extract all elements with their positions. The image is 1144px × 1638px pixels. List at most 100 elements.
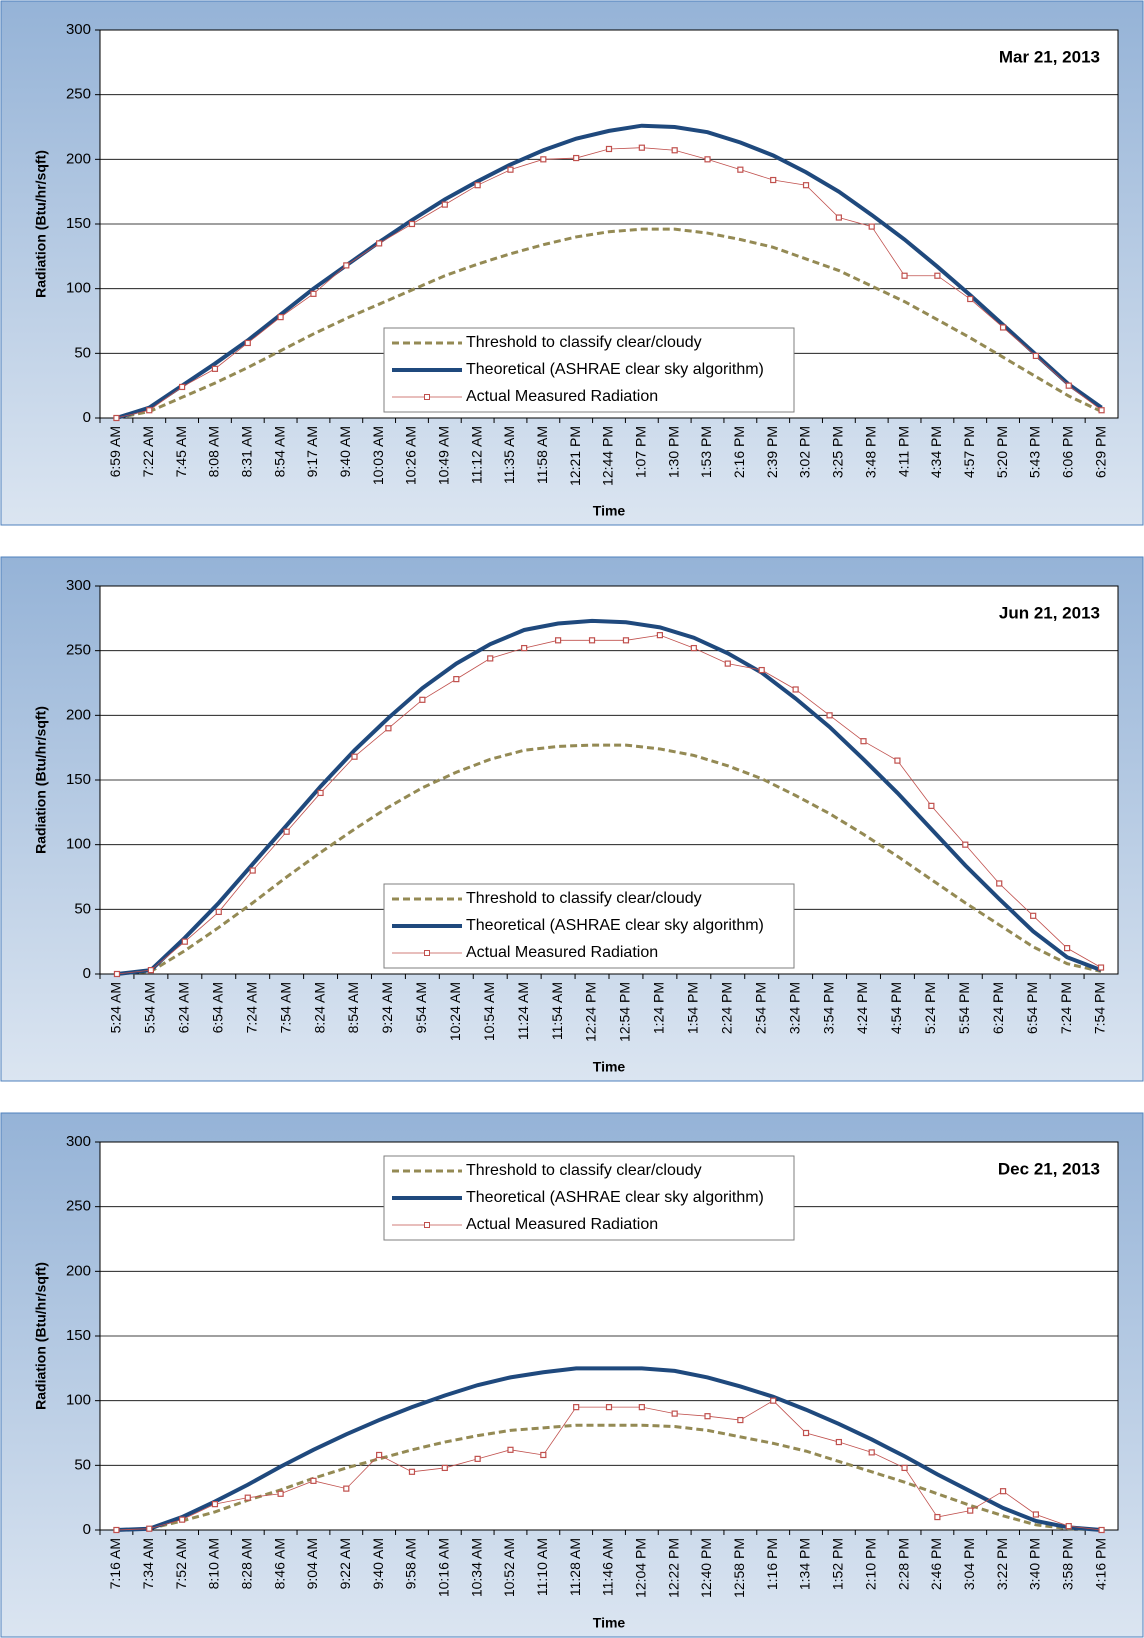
data-point	[310, 290, 317, 297]
data-point	[901, 272, 908, 279]
x-tick-label: 9:17 AM	[304, 426, 320, 477]
data-point	[928, 802, 935, 809]
x-tick-label: 10:54 AM	[481, 982, 497, 1041]
data-point	[656, 632, 664, 639]
x-tick-label: 2:46 PM	[928, 1538, 944, 1590]
data-point	[967, 1507, 974, 1514]
data-point	[573, 1404, 580, 1411]
data-point	[540, 1451, 547, 1459]
data-point	[343, 1485, 350, 1492]
x-tick-label: 4:34 PM	[928, 426, 944, 478]
x-axis-label: Time	[593, 1059, 626, 1075]
data-point	[343, 262, 350, 269]
series-line	[116, 634, 1102, 975]
data-point	[999, 1488, 1007, 1495]
y-axis-label: Radiation (Btu/hr/sqft)	[33, 1262, 49, 1410]
annotation: Mar 21, 2013	[999, 47, 1100, 66]
data-point	[521, 644, 528, 652]
data-point	[671, 1410, 678, 1417]
x-tick-label: 9:54 AM	[413, 982, 429, 1033]
data-point	[999, 324, 1007, 331]
series-line	[116, 1366, 1102, 1532]
y-tick-label: 250	[66, 642, 91, 659]
data-point	[835, 214, 842, 221]
data-point	[1065, 1523, 1072, 1530]
data-point	[474, 1455, 481, 1462]
chart-panel: 0 50 100 150 200 250 300 5:24 AM 5:54 AM 6:24 AM 6…	[0, 556, 1144, 1082]
x-axis-label: Time	[593, 1615, 626, 1631]
data-point	[113, 1526, 120, 1534]
x-tick-label: 6:59 AM	[107, 426, 123, 477]
data-point	[178, 383, 186, 391]
data-point	[638, 144, 645, 151]
x-tick-label: 10:52 AM	[501, 1538, 517, 1597]
x-tick-label: 9:04 AM	[304, 1538, 320, 1589]
data-point	[894, 757, 901, 764]
x-tick-label: 12:24 PM	[583, 982, 599, 1042]
data-point	[249, 867, 256, 874]
x-tick-label: 1:30 PM	[665, 426, 681, 478]
x-tick-label: 3:40 PM	[1027, 1538, 1043, 1590]
data-point	[147, 967, 154, 974]
x-tick-label: 10:24 AM	[447, 982, 463, 1041]
data-point	[802, 182, 810, 189]
x-tick-label: 9:58 AM	[403, 1538, 419, 1589]
x-tick-label: 1:52 PM	[830, 1538, 846, 1590]
data-point	[605, 1404, 613, 1411]
legend-marker	[424, 950, 430, 956]
data-point	[441, 1464, 448, 1472]
x-tick-label: 2:24 PM	[718, 982, 734, 1034]
data-point	[638, 1404, 645, 1411]
x-tick-label: 6:24 AM	[176, 982, 192, 1033]
x-tick-label: 10:26 AM	[403, 426, 419, 485]
data-point	[962, 841, 969, 848]
data-point	[1030, 912, 1037, 919]
x-tick-label: 4:54 PM	[888, 982, 904, 1034]
x-tick-label: 7:54 AM	[277, 982, 293, 1033]
x-tick-label: 10:03 AM	[370, 426, 386, 485]
data-point	[690, 644, 697, 652]
data-point	[792, 686, 799, 693]
data-point	[385, 725, 392, 732]
annotation: Dec 21, 2013	[998, 1159, 1100, 1178]
x-tick-label: 3:02 PM	[797, 426, 813, 478]
y-tick-label: 50	[74, 344, 91, 361]
data-point	[622, 637, 630, 644]
data-point	[671, 147, 678, 154]
x-tick-label: 5:20 PM	[994, 426, 1010, 478]
y-tick-label: 300	[66, 1133, 91, 1150]
series-line	[116, 743, 1102, 976]
x-tick-label: 12:58 PM	[731, 1538, 747, 1598]
y-tick-label: 50	[74, 1456, 91, 1473]
data-point	[507, 166, 514, 173]
series-line	[116, 1423, 1102, 1532]
legend-label: Theoretical (ASHRAE clear sky algorithm)	[466, 917, 764, 934]
y-tick-label: 100	[66, 1392, 91, 1409]
data-point	[244, 339, 251, 347]
y-tick-label: 150	[66, 215, 91, 232]
data-point	[215, 908, 222, 916]
data-point	[737, 1416, 744, 1424]
data-point	[868, 223, 875, 230]
x-tick-label: 11:54 AM	[549, 982, 565, 1040]
x-tick-label: 5:24 PM	[922, 982, 938, 1034]
annotation: Jun 21, 2013	[999, 603, 1100, 622]
x-tick-label: 1:24 PM	[651, 982, 667, 1034]
x-tick-label: 1:53 PM	[698, 426, 714, 478]
data-point	[351, 753, 358, 760]
y-tick-label: 300	[66, 577, 91, 594]
y-tick-label: 200	[66, 150, 91, 167]
data-point	[376, 240, 383, 247]
data-point	[211, 365, 219, 372]
data-point	[1098, 407, 1105, 414]
data-point	[146, 407, 153, 414]
legend-marker	[424, 394, 430, 400]
x-tick-label: 1:34 PM	[797, 1538, 813, 1590]
x-tick-label: 8:46 AM	[271, 1538, 287, 1589]
x-tick-label: 12:44 PM	[600, 426, 616, 486]
x-tick-label: 7:16 AM	[107, 1538, 123, 1589]
y-tick-label: 0	[83, 409, 91, 426]
x-tick-label: 9:22 AM	[337, 1538, 353, 1589]
x-tick-label: 5:43 PM	[1027, 426, 1043, 478]
